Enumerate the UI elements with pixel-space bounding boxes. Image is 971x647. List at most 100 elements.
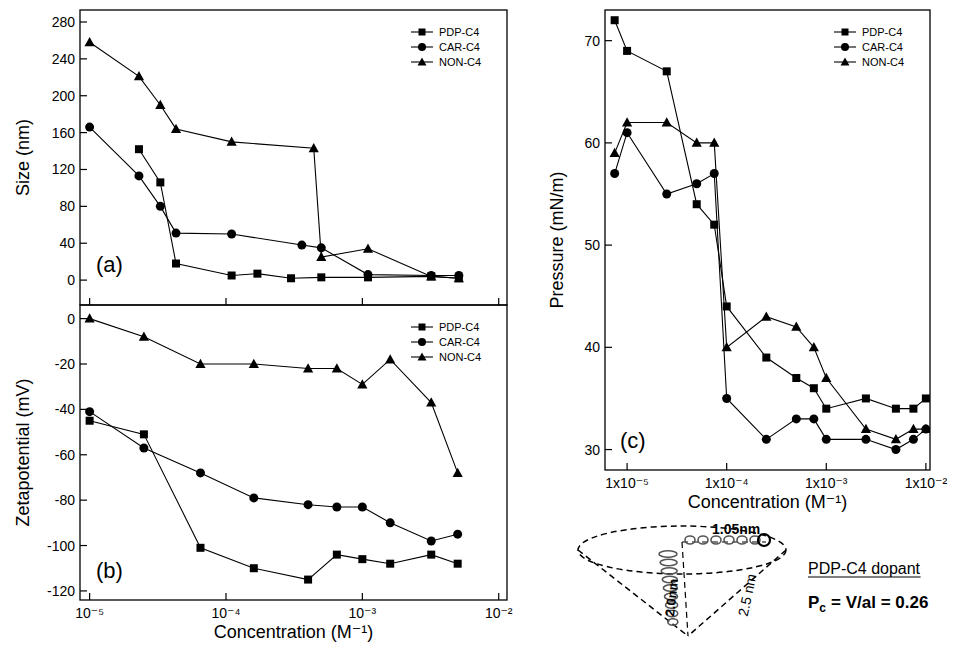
data-point (155, 100, 165, 109)
y-tick (605, 142, 612, 143)
data-point (135, 145, 143, 153)
series-line (90, 319, 458, 473)
legend-label: PDP-C4 (862, 26, 902, 38)
y-tick-label: -40 (55, 401, 75, 417)
y-tick-label: 40 (59, 235, 75, 251)
y-tick-label: 30 (584, 442, 600, 458)
caption-underline (808, 576, 921, 577)
data-point (357, 379, 367, 388)
data-point (692, 138, 702, 147)
series-line (615, 133, 926, 450)
y-tick-label: -60 (55, 447, 75, 463)
data-point (249, 359, 259, 368)
data-point (171, 124, 181, 133)
legend-marker (418, 352, 427, 360)
x-tick (498, 593, 499, 600)
y-tick (80, 132, 87, 133)
data-point (156, 202, 165, 211)
y-tick (80, 363, 87, 364)
panel-letter: (b) (96, 558, 123, 583)
helix-turn (698, 536, 708, 544)
legend-label: CAR-C4 (862, 41, 903, 53)
data-point (921, 424, 930, 433)
data-point (426, 397, 436, 406)
y-tick-label: -20 (55, 356, 75, 372)
data-point (85, 407, 94, 416)
y-tick (80, 206, 87, 207)
data-point (454, 273, 464, 282)
y-axis-title: Size (nm) (13, 119, 33, 196)
data-point (663, 67, 671, 75)
plot-frame (605, 10, 930, 470)
data-point (134, 71, 144, 80)
legend-marker (841, 57, 850, 65)
y-tick-label: -100 (47, 538, 75, 554)
legend-label: PDP-C4 (439, 26, 479, 38)
helix-turn (668, 619, 678, 625)
data-point (426, 271, 436, 280)
data-point (810, 384, 818, 392)
formula: Pc= V/al = 0.26 (808, 593, 928, 615)
y-tick (80, 454, 87, 455)
data-point (228, 272, 236, 280)
data-point (317, 273, 325, 281)
legend-label: CAR-C4 (439, 336, 480, 348)
data-point (453, 530, 462, 539)
data-point (85, 37, 95, 46)
panel-letter: (a) (96, 252, 123, 277)
y-tick (80, 280, 87, 281)
y-tick (80, 545, 87, 546)
data-point (303, 363, 313, 372)
y-tick-label: 0 (67, 272, 75, 288)
data-point (762, 435, 771, 444)
data-point (309, 143, 319, 152)
helix-turn (661, 568, 677, 574)
panel: 1x10⁻⁵1x10⁻⁴1x10⁻³1x10⁻²3040506070Pressu… (547, 10, 948, 512)
x-tick (225, 593, 226, 600)
data-point (139, 331, 149, 340)
radius-label: 1.05nm (712, 521, 760, 537)
data-point (196, 468, 205, 477)
x-tick-label: 10⁻⁴ (211, 605, 240, 621)
data-point (762, 354, 770, 362)
data-point (809, 414, 818, 423)
x-tick-label: 1x10⁻⁴ (705, 475, 749, 491)
data-point (140, 430, 148, 438)
data-point (722, 342, 732, 351)
x-tick (89, 593, 90, 600)
x-tick (89, 298, 90, 305)
data-point (611, 16, 619, 24)
slant-label: 2.5 nm (735, 572, 760, 617)
x-tick-label: 1x10⁻³ (805, 475, 848, 491)
y-tick-label: 80 (59, 198, 75, 214)
data-area (85, 313, 463, 583)
legend-label: PDP-C4 (439, 321, 479, 333)
helix-turn (659, 551, 677, 557)
data-point (710, 169, 719, 178)
data-point (427, 551, 435, 559)
x-tick (498, 298, 499, 305)
data-point (453, 468, 463, 477)
data-point (227, 230, 236, 239)
data-point (139, 443, 148, 452)
cone-side (578, 550, 688, 636)
series-line (90, 42, 459, 278)
data-point (892, 405, 900, 413)
x-tick (225, 298, 226, 305)
formula-expression: = V/al = 0.26 (831, 593, 928, 612)
x-tick (626, 463, 627, 470)
cone-axis (682, 542, 688, 636)
data-point (692, 179, 701, 188)
data-point (134, 171, 143, 180)
data-point (297, 241, 306, 250)
helix-turn (660, 559, 677, 565)
y-tick (80, 318, 87, 319)
y-tick-label: 120 (52, 161, 76, 177)
data-point (85, 313, 95, 322)
data-point (792, 374, 800, 382)
diagram-caption: PDP-C4 dopant (808, 560, 921, 577)
data-point (909, 435, 918, 444)
legend-marker (841, 43, 849, 51)
formula-subscript: c (819, 601, 826, 615)
y-tick (80, 95, 87, 96)
